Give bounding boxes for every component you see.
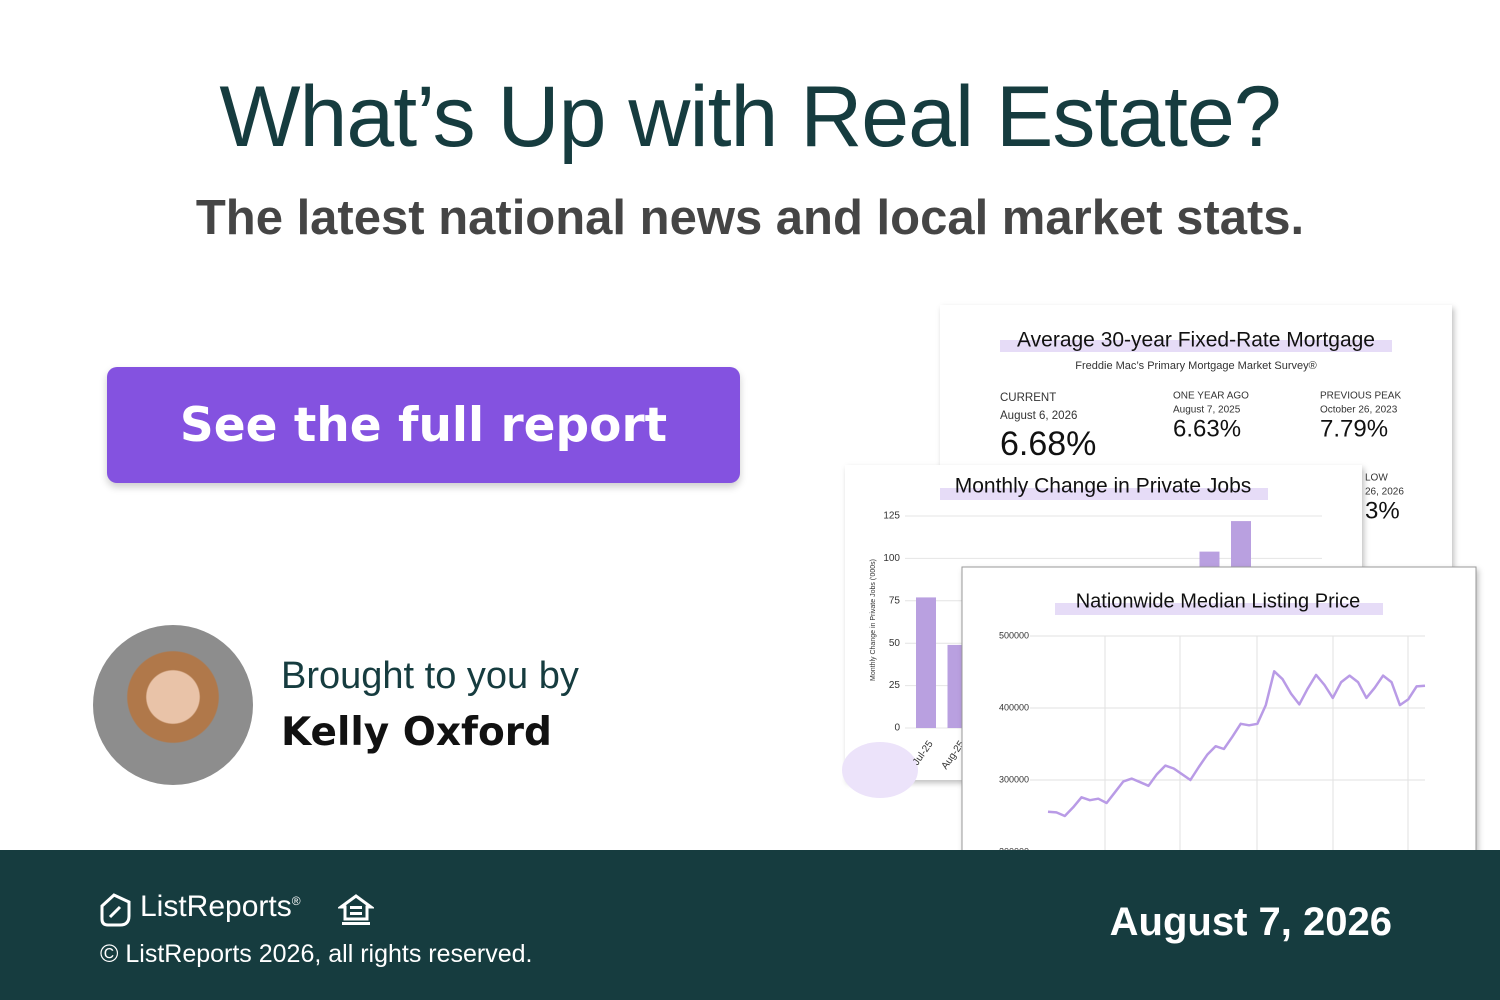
- y-axis-label: Monthly Change in Private Jobs ('000s): [870, 559, 877, 681]
- report-button[interactable]: See the full report: [107, 367, 740, 483]
- stat-value: 7.79%: [1320, 415, 1388, 442]
- price-line: [1047, 670, 1426, 818]
- stat-value: 6.63%: [1173, 415, 1241, 442]
- listing-card: Nationwide Median Listing Price 200000 300…: [961, 566, 1477, 850]
- icon: [842, 742, 918, 798]
- highlight: [1000, 340, 1392, 352]
- y-tick-label: 100: [883, 553, 900, 564]
- y-tick-label: 75: [889, 595, 901, 606]
- stat-label: CURRENT: [1000, 392, 1056, 404]
- highlight: [940, 488, 1268, 500]
- y-tick-label: 200000: [999, 846, 1029, 850]
- subheadline: The latest national news and local marke…: [195, 191, 1305, 245]
- agent-name: Kelly Oxford: [281, 710, 552, 755]
- card-title: Average 30-year Fixed-Rate Mortgage: [1017, 329, 1375, 352]
- stat-date: August 7, 2025: [1173, 405, 1241, 416]
- report-previews: Average 30-year Fixed-Rate Mortgage Fred…: [842, 305, 1477, 850]
- stat-label: ONE YEAR AGO: [1173, 391, 1249, 402]
- equal-housing-icon: [338, 894, 374, 925]
- stat-value: 3%: [1365, 497, 1400, 524]
- report-date: August 7, 2026: [1109, 900, 1392, 944]
- footer: ListReports® © ListReports 2026, all rig…: [0, 850, 1500, 1000]
- agent-photo: [93, 625, 253, 785]
- y-tick-label: 50: [889, 638, 901, 649]
- stat-label: LOW: [1365, 473, 1388, 484]
- y-tick-label: 125: [883, 511, 900, 522]
- stat-date: October 26, 2023: [1320, 405, 1398, 416]
- headline: What’s Up with Real Estate?: [219, 69, 1281, 165]
- stat-date: August 6, 2026: [1000, 410, 1077, 422]
- y-tick-label: 0: [894, 723, 900, 734]
- registered-mark: ®: [291, 894, 301, 908]
- brand-name: ListReports®: [140, 890, 301, 923]
- stat-label: PREVIOUS PEAK: [1320, 391, 1401, 402]
- chart-title: Monthly Change in Private Jobs: [955, 475, 1252, 498]
- y-tick-label: 300000: [999, 774, 1029, 784]
- y-tick-label: 25: [889, 680, 901, 691]
- highlight: [1055, 603, 1383, 615]
- copyright: © ListReports 2026, all rights reserved.: [100, 940, 533, 968]
- card-source: Freddie Mac’s Primary Mortgage Market Su…: [1075, 360, 1316, 372]
- y-tick-label: 500000: [999, 630, 1029, 640]
- brand-logo: [100, 893, 131, 927]
- vertical-grid: [1104, 636, 1409, 850]
- bar: [916, 597, 936, 728]
- stat-date: 26, 2026: [1365, 487, 1404, 498]
- agent-intro: Brought to you by: [281, 655, 579, 697]
- y-tick-label: 400000: [999, 702, 1029, 712]
- chart-title: Nationwide Median Listing Price: [1076, 590, 1361, 612]
- stat-value: 6.68%: [1000, 425, 1096, 463]
